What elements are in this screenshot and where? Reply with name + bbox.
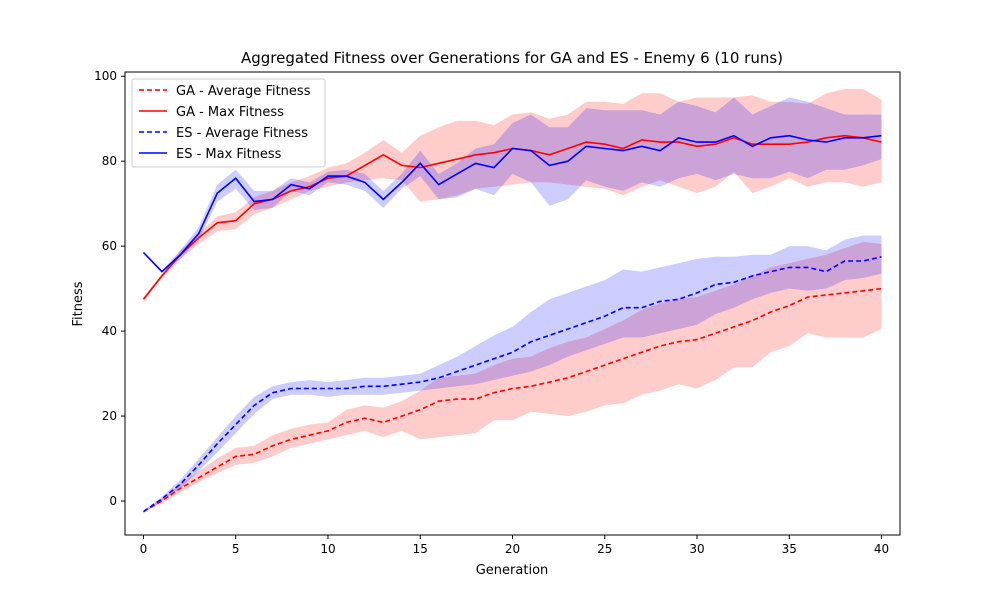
x-tick-label: 15 <box>413 542 428 556</box>
x-tick-label: 40 <box>874 542 889 556</box>
legend-box <box>131 78 326 168</box>
x-tick-label: 10 <box>320 542 335 556</box>
points-es-average-fitness <box>143 256 882 512</box>
band-ga-average-fitness <box>143 241 882 513</box>
y-tick-label: 20 <box>102 409 117 423</box>
legend-label-es-max-fitness: ES - Max Fitness <box>176 147 282 162</box>
chart-title: Aggregated Fitness over Generations for … <box>241 49 783 67</box>
band-es-average-fitness <box>143 235 882 513</box>
y-tick-label: 0 <box>109 494 117 508</box>
x-tick-label: 30 <box>689 542 704 556</box>
x-axis-label: Generation <box>476 563 549 578</box>
x-tick-label: 0 <box>140 542 148 556</box>
y-tick-label: 80 <box>102 154 117 168</box>
x-axis-ticks: 0 5 10 15 20 25 30 35 40 <box>140 535 889 556</box>
line-es-average-fitness <box>143 256 882 513</box>
legend-label-es-average-fitness: ES - Average Fitness <box>176 126 308 141</box>
x-tick-label: 5 <box>232 542 240 556</box>
y-tick-label: 60 <box>102 239 117 253</box>
y-axis-label: Fitness <box>71 281 86 326</box>
y-axis-ticks: 0 20 40 60 80 100 <box>94 69 125 508</box>
points-ga-average-fitness <box>143 288 882 512</box>
y-tick-label: 40 <box>102 324 117 338</box>
x-tick-label: 35 <box>782 542 797 556</box>
x-tick-label: 25 <box>597 542 612 556</box>
points-es-max-fitness <box>143 135 882 272</box>
series-lines <box>142 134 882 513</box>
band-es-max-fitness <box>143 97 882 273</box>
legend-label-ga-max-fitness: GA - Max Fitness <box>176 105 284 120</box>
legend-label-ga-average-fitness: GA - Average Fitness <box>176 84 311 99</box>
legend: GA - Average Fitness GA - Max Fitness ES -… <box>131 78 326 168</box>
x-tick-label: 20 <box>505 542 520 556</box>
y-tick-label: 100 <box>94 69 117 83</box>
